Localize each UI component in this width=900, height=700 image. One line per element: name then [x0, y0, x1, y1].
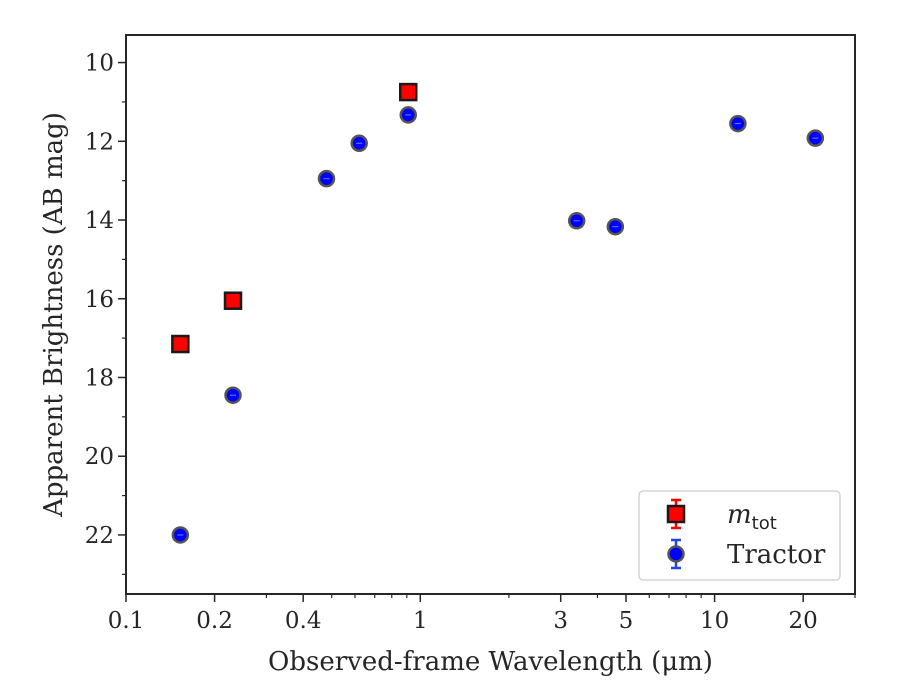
mtot-point [398, 82, 418, 102]
y-tick-label: 10 [85, 51, 114, 77]
y-tick-label: 18 [85, 365, 114, 391]
y-tick-label: 20 [85, 444, 114, 470]
y-tick-label: 16 [85, 287, 114, 313]
legend-label: Tractor [727, 540, 826, 570]
x-tick-label: 1 [413, 608, 428, 634]
x-tick-label: 3 [553, 608, 568, 634]
y-tick-label: 14 [85, 208, 114, 234]
legend-box [638, 490, 841, 581]
x-tick-label: 20 [789, 608, 818, 634]
x-tick-label: 10 [700, 608, 729, 634]
x-tick-label: 0.4 [285, 608, 322, 634]
axes-frame [125, 34, 856, 595]
plot-area [125, 34, 856, 595]
axis-ticks: 0.1 0.2 0.4 1 3 5 10 20 10 12 14 16 18 20 22 [85, 51, 856, 634]
y-tick-label: 12 [85, 129, 114, 155]
x-axis-title: Observed-frame Wavelength (μm) [268, 647, 713, 677]
x-tick-label: 0.2 [196, 608, 233, 634]
x-tick-label: 0.1 [108, 608, 145, 634]
x-tick-label: 5 [619, 608, 634, 634]
y-tick-label: 22 [85, 523, 114, 549]
legend-square-marker [666, 504, 686, 524]
y-axis-title: Apparent Brightness (AB mag) [39, 112, 69, 518]
mtot-point [223, 291, 243, 310]
legend-circle-marker [667, 545, 685, 563]
data-points [171, 82, 825, 544]
legend: mtot Tractor [638, 490, 841, 581]
legend-label: mtot [727, 500, 777, 534]
mtot-point [171, 334, 190, 354]
